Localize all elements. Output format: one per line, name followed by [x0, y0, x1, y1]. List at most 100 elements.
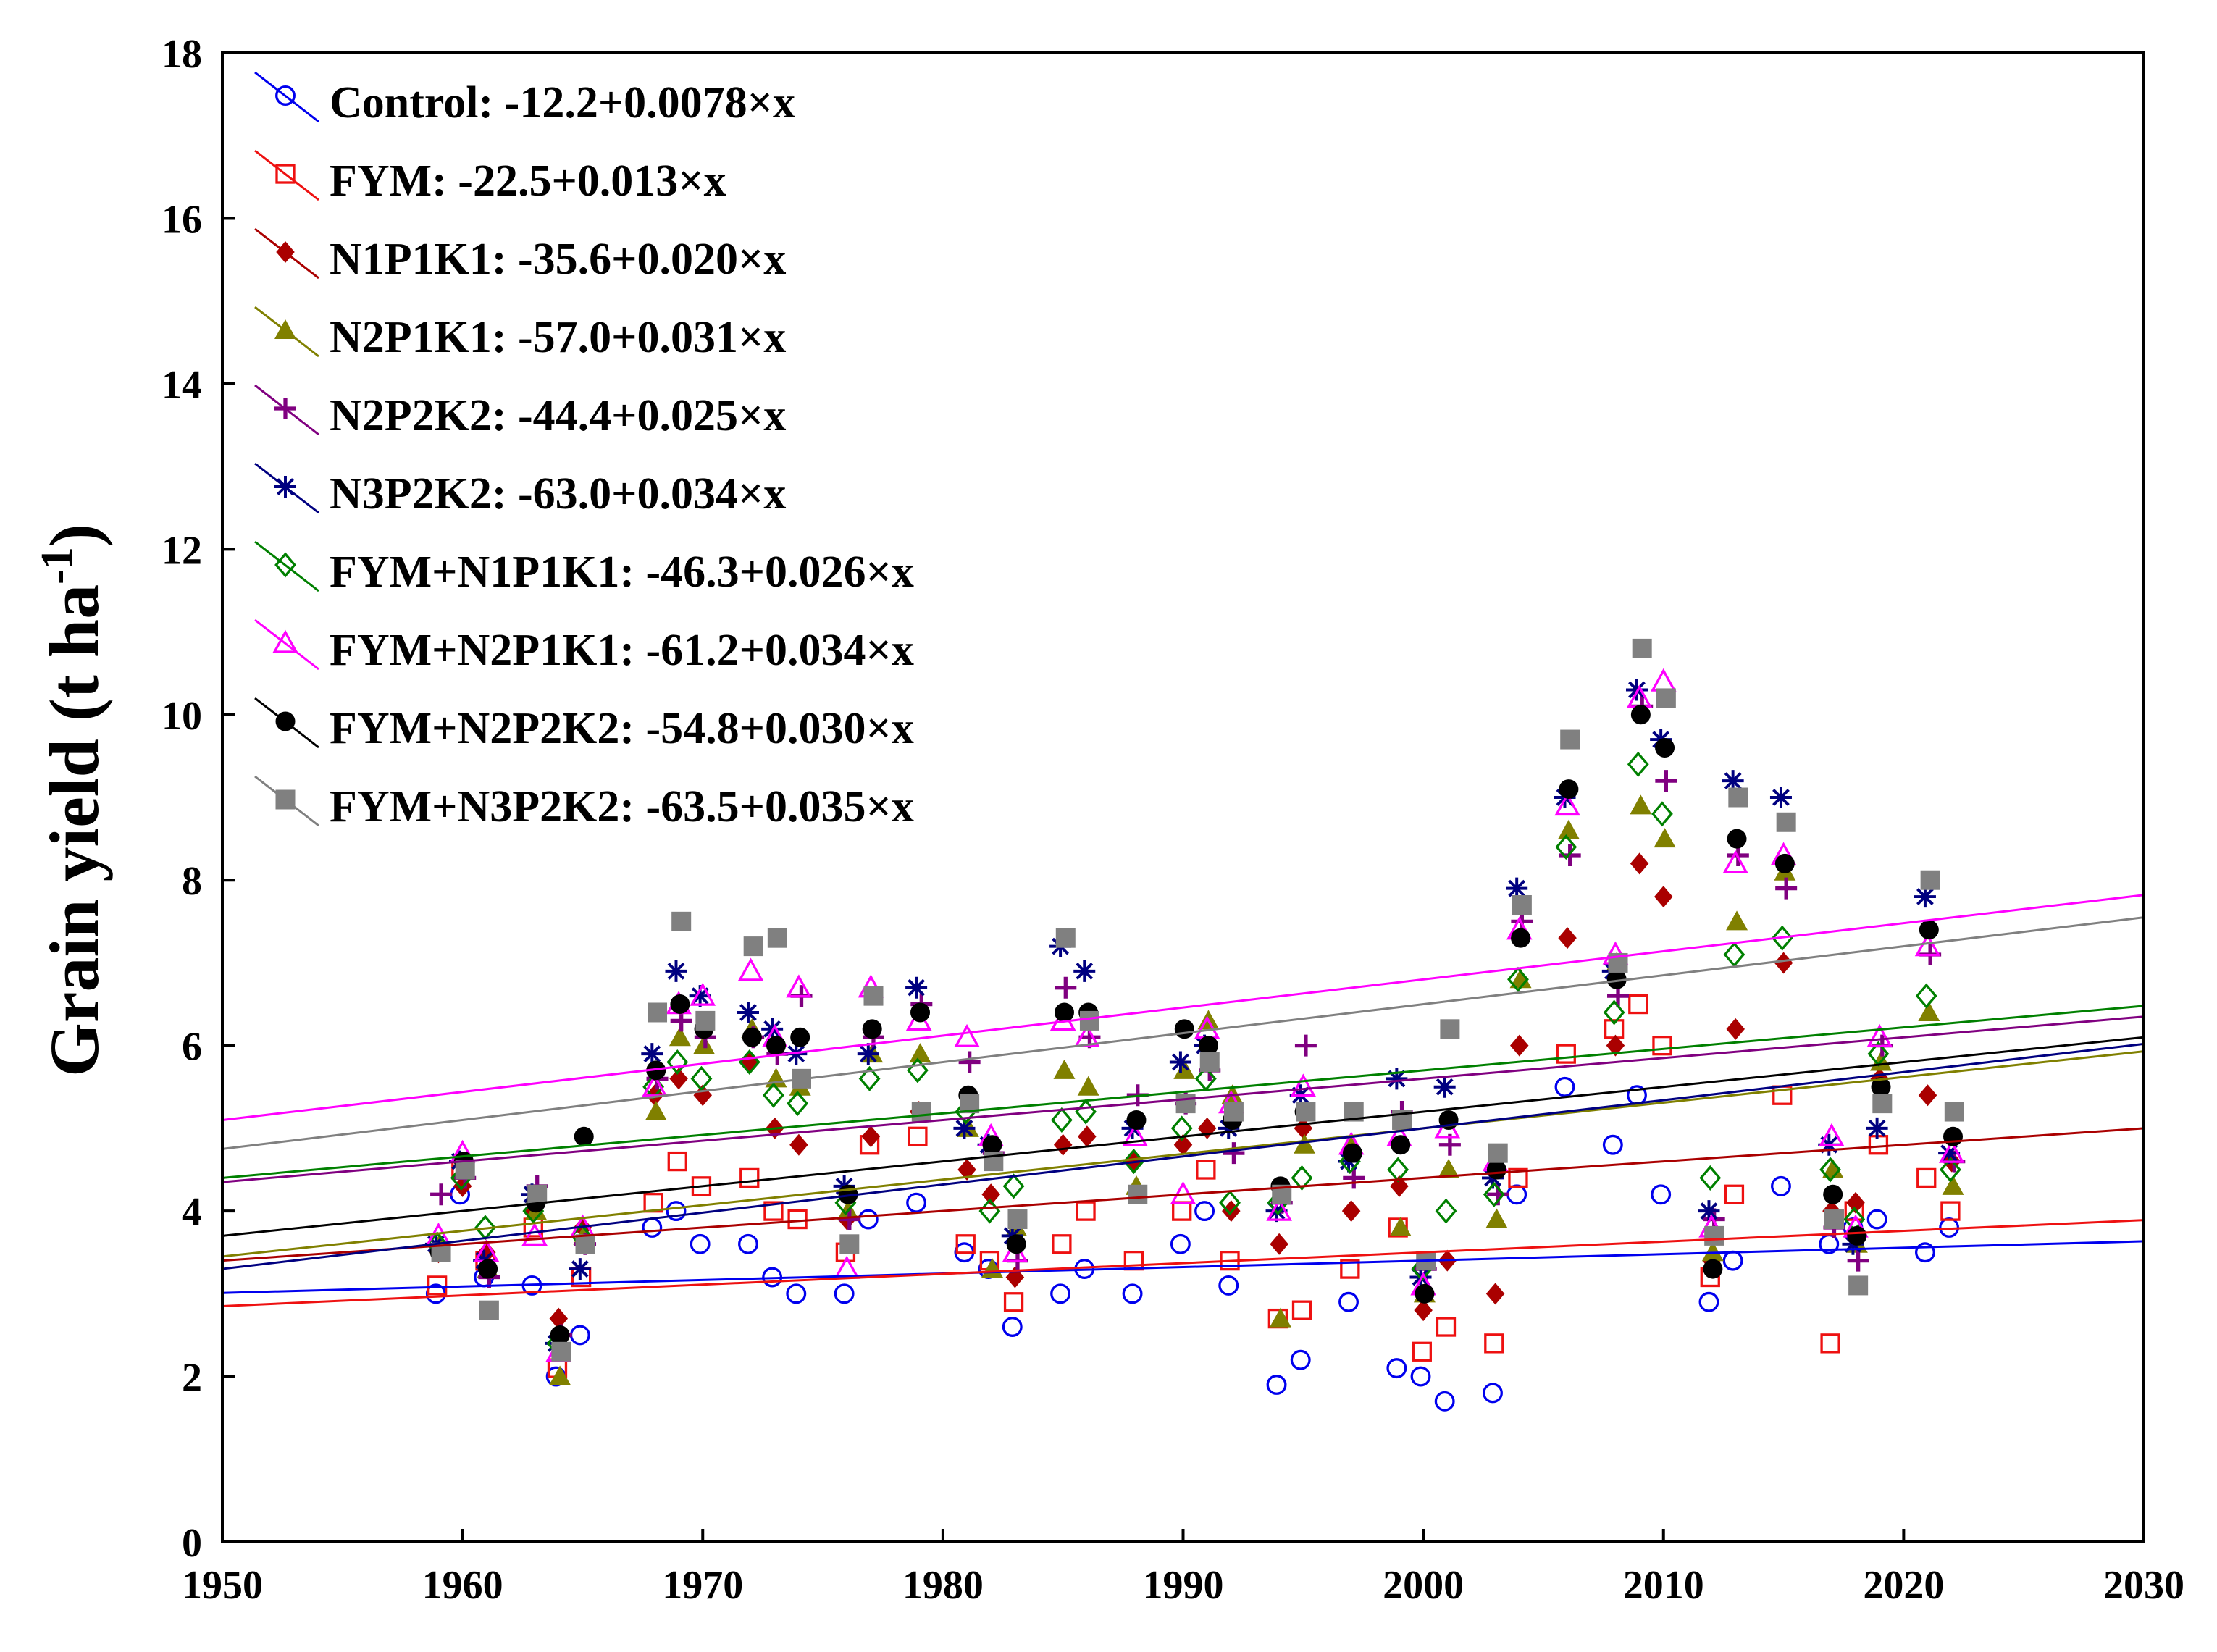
legend-label: Control: -12.2+0.0078×x [330, 78, 795, 127]
data-point [911, 1102, 931, 1122]
data-point [1627, 751, 1649, 777]
data-point [575, 1234, 595, 1254]
legend-label: N1P1K1: -35.6+0.020×x [330, 235, 786, 284]
regression-line-n2p1k1 [222, 1050, 2144, 1258]
data-point [787, 1091, 809, 1117]
data-point [958, 1051, 981, 1073]
data-point [1554, 1076, 1575, 1097]
data-point [1914, 933, 1941, 957]
data-point [1866, 1023, 1893, 1047]
data-point [1916, 1167, 1937, 1188]
y-tick-label: 0 [182, 1521, 202, 1566]
legend-label: FYM: -22.5+0.013×x [330, 156, 726, 206]
data-point [1511, 928, 1531, 948]
data-point [743, 936, 763, 957]
data-point [645, 1101, 667, 1121]
data-point [1290, 1073, 1317, 1097]
data-point [1199, 1052, 1220, 1073]
data-point [1628, 994, 1648, 1015]
data-point [763, 1201, 784, 1221]
data-point [1485, 1208, 1508, 1228]
data-point [1438, 1159, 1460, 1178]
data-point [1436, 1317, 1457, 1337]
data-point [1944, 1102, 1964, 1122]
data-point [1724, 1184, 1745, 1204]
data-point [1919, 920, 1939, 940]
data-point [690, 982, 716, 1006]
data-point [786, 1283, 807, 1304]
data-point [690, 1065, 713, 1091]
data-point [1698, 1291, 1719, 1312]
regression-line-fym [222, 1219, 2144, 1307]
data-point [981, 1183, 1000, 1206]
data-point [648, 1002, 668, 1023]
y-tick-label: 10 [162, 694, 202, 739]
data-point [1943, 1126, 1963, 1146]
data-point [1174, 1019, 1194, 1039]
data-point [1414, 1299, 1433, 1322]
data-point [1270, 1233, 1288, 1255]
data-point [1727, 829, 1747, 849]
data-point [1342, 1143, 1362, 1163]
data-point [666, 1201, 687, 1222]
x-tick-label: 1960 [422, 1563, 503, 1608]
legend-entry: N2P1K1: -57.0+0.031×x [254, 306, 786, 362]
data-point [1939, 1157, 1961, 1183]
data-point [1506, 1184, 1527, 1205]
data-point [1173, 1133, 1193, 1156]
data-point [1173, 1059, 1196, 1079]
y-axis-title-exponent: -1 [33, 547, 82, 584]
y-tick-label: 12 [162, 528, 202, 573]
legend-label: N2P1K1: -57.0+0.031×x [330, 313, 786, 362]
legend-marker [272, 629, 298, 653]
data-point [1920, 870, 1940, 890]
regression-line-fym-n2p1k1 [222, 894, 2144, 1121]
regression-line-n1p1k1 [222, 1127, 2144, 1262]
legend-entry: N1P1K1: -35.6+0.020×x [254, 227, 786, 284]
data-point [1291, 1300, 1312, 1320]
legend-marker [276, 241, 295, 263]
data-point [1847, 1225, 1867, 1246]
legend: Control: -12.2+0.0078×x FYM: -22.5+0.013×… [254, 71, 914, 831]
data-point [1079, 1010, 1099, 1031]
data-point [1771, 925, 1793, 951]
data-point [1194, 1201, 1215, 1222]
data-point [646, 1060, 666, 1081]
data-point [1169, 1051, 1191, 1073]
data-point [1726, 910, 1748, 931]
legend-line-sample [254, 149, 319, 201]
data-point [1440, 1019, 1460, 1039]
data-point [1509, 968, 1532, 989]
data-point [1560, 729, 1580, 750]
data-point [1847, 1249, 1869, 1272]
regression-line-n3p2k2 [222, 1042, 2144, 1270]
data-point [1002, 1173, 1025, 1199]
data-point [789, 1133, 808, 1156]
data-point [1650, 668, 1677, 692]
regression-line-fym-n3p2k2 [222, 916, 2144, 1150]
data-point [1510, 1034, 1529, 1057]
data-point [1822, 1159, 1844, 1178]
data-point [1389, 1216, 1412, 1236]
y-tick-label: 14 [162, 363, 202, 408]
data-point [763, 1082, 784, 1108]
data-point [455, 1160, 475, 1180]
data-point [909, 1043, 931, 1063]
data-point [1942, 1175, 1964, 1195]
data-point [1940, 1201, 1961, 1221]
data-point [739, 1167, 760, 1188]
data-point [695, 1010, 716, 1031]
data-point [1819, 1123, 1845, 1146]
data-point [957, 1159, 976, 1181]
data-point [1002, 1317, 1023, 1337]
legend-marker [275, 711, 296, 731]
data-point [982, 1135, 1002, 1155]
data-point [1488, 1143, 1508, 1163]
y-axis-title-main: Grain yield (t ha [35, 584, 113, 1077]
legend-entry: FYM+N2P2K2: -54.8+0.030×x [254, 697, 914, 753]
data-point [738, 1233, 758, 1254]
data-point [905, 976, 928, 999]
data-point [1728, 787, 1748, 808]
series-control-points [425, 1076, 1960, 1412]
